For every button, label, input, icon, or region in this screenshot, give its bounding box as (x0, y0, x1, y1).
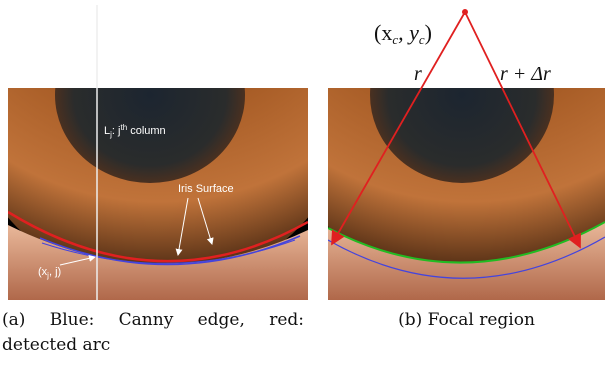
column-label: Lj: jth column (104, 123, 166, 139)
center-label: (xc, yc) (374, 20, 432, 47)
radius-label: r (414, 63, 422, 85)
iris-surface-label: Iris Surface (178, 183, 234, 195)
point-label: (xj, j) (38, 266, 61, 280)
center-point (462, 9, 468, 15)
radius-delta-label: r + Δr (500, 63, 551, 85)
caption-a: (a) Blue: Canny edge, red: detected arc (2, 308, 304, 358)
eye-image-b (280, 0, 610, 300)
eye-image-a (0, 0, 348, 300)
caption-b: (b) Focal region (328, 308, 605, 333)
figure: Lj: jth column Iris Surface (xj, j) (xc,… (0, 0, 610, 365)
